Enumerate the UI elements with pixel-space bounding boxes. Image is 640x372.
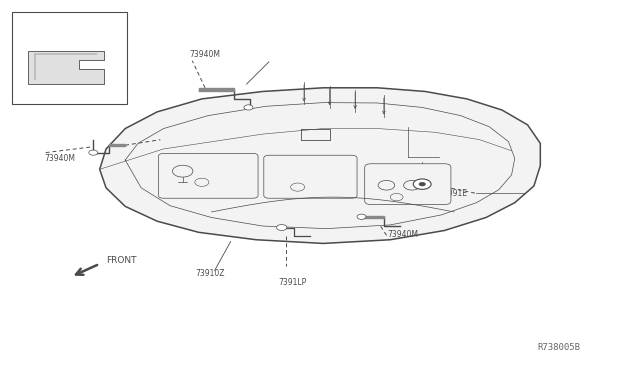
Text: 73940M: 73940M: [44, 154, 75, 163]
Text: FRONT: FRONT: [106, 256, 136, 264]
FancyBboxPatch shape: [159, 153, 258, 198]
Text: 7391LP: 7391LP: [278, 278, 307, 287]
Circle shape: [89, 150, 98, 155]
Circle shape: [291, 183, 305, 191]
Circle shape: [173, 165, 193, 177]
Text: 73910Z: 73910Z: [195, 269, 225, 278]
Text: 73940M: 73940M: [189, 49, 220, 58]
Bar: [12, 12, 127, 105]
Circle shape: [378, 180, 395, 190]
Text: R738005B: R738005B: [537, 343, 580, 352]
Circle shape: [244, 105, 253, 110]
Circle shape: [276, 225, 287, 231]
Polygon shape: [28, 51, 104, 84]
Text: 73091E: 73091E: [438, 189, 467, 198]
FancyBboxPatch shape: [264, 155, 357, 198]
Circle shape: [419, 182, 426, 186]
Polygon shape: [100, 88, 540, 243]
Text: 73091EA: 73091EA: [24, 18, 58, 27]
Circle shape: [390, 193, 403, 201]
Circle shape: [357, 214, 366, 219]
FancyBboxPatch shape: [365, 164, 451, 205]
Text: 73940M: 73940M: [387, 230, 418, 239]
Circle shape: [404, 180, 420, 190]
Circle shape: [413, 179, 431, 189]
Circle shape: [195, 178, 209, 186]
